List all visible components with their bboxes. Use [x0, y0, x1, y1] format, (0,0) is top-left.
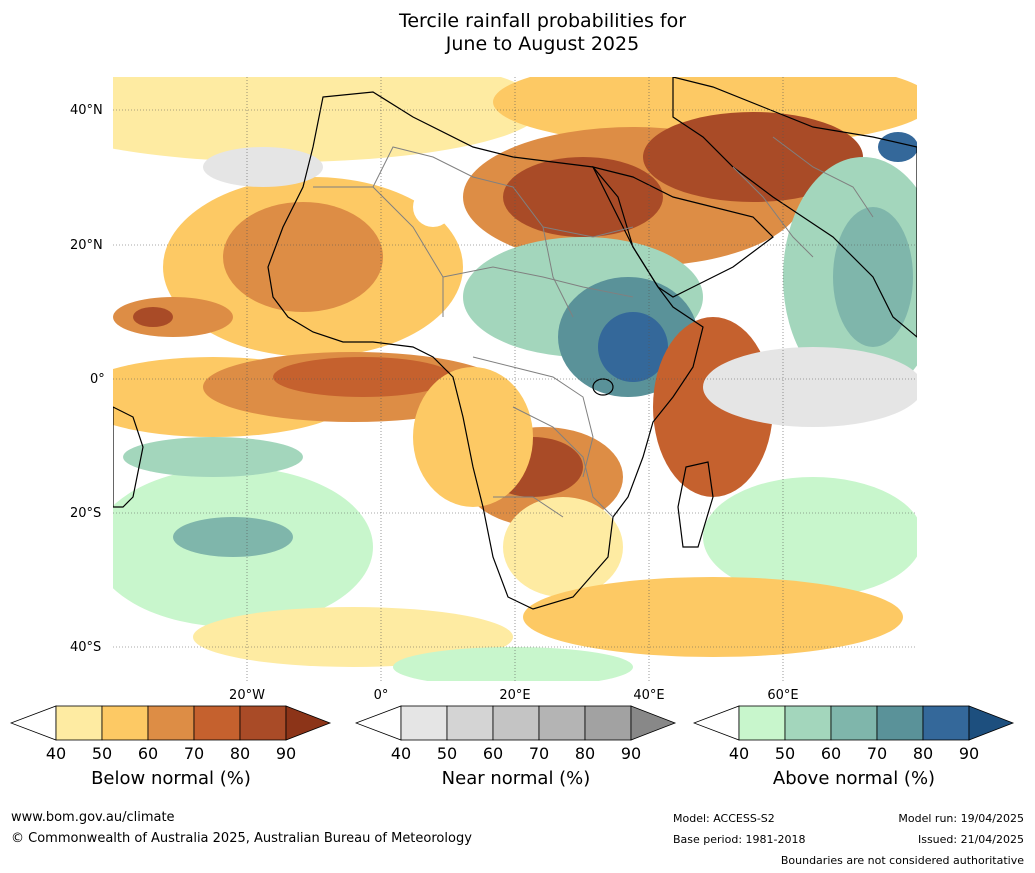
colorbar-below-normal-swatches: [10, 705, 332, 741]
above-normal-swatch-2: [784, 705, 832, 741]
below-normal-swatch-4: [193, 705, 241, 741]
below-normal-swatch-1: [55, 705, 103, 741]
above-normal-swatch-low: [693, 705, 740, 741]
below-normal-tick-label: 80: [229, 744, 251, 763]
colorbar-near-normal-label: Near normal (%): [441, 768, 591, 789]
below-normal-swatch-high: [285, 705, 332, 741]
above-normal-tick-label: 90: [958, 744, 980, 763]
below-normal-tick-label: 70: [183, 744, 205, 763]
rainfall-probability-map: [113, 77, 917, 681]
colorbar-below-normal: [10, 705, 332, 741]
near-normal-tick-label: 60: [482, 744, 504, 763]
shading-layer: [113, 77, 917, 681]
footer-url: www.bom.gov.au/climate: [11, 810, 175, 825]
footer-copyright: © Commonwealth of Australia 2025, Austra…: [11, 831, 472, 846]
country-borders: [313, 136, 874, 518]
below-normal-swatch-2: [101, 705, 149, 741]
above-normal-tick-label: 50: [774, 744, 796, 763]
near-normal-swatch-3: [492, 705, 540, 741]
near-normal-swatch-4: [538, 705, 586, 741]
near-normal-tick-label: 40: [390, 744, 412, 763]
above-normal-tick-label: 60: [820, 744, 842, 763]
graticule: [113, 77, 917, 681]
coastlines: [113, 77, 917, 610]
colorbar-above-normal-label: Above normal (%): [772, 768, 936, 789]
colorbar-below-normal-label: Below normal (%): [91, 768, 251, 789]
map-canvas: [113, 77, 917, 681]
above-normal-swatch-5: [922, 705, 970, 741]
below-normal-swatch-3: [147, 705, 195, 741]
lon-label-60e: 60°E: [767, 688, 799, 703]
lon-label-20e: 20°E: [499, 688, 531, 703]
lat-label-40s: 40°S: [70, 640, 102, 655]
footer-model: Model: ACCESS-S2: [673, 812, 775, 825]
below-normal-swatch-low: [10, 705, 57, 741]
above-normal-swatch-3: [830, 705, 878, 741]
footer-model-run: Model run: 19/04/2025: [898, 812, 1024, 825]
near-normal-tick-label: 90: [620, 744, 642, 763]
near-normal-swatch-high: [630, 705, 677, 741]
below-normal-tick-label: 60: [137, 744, 159, 763]
below-normal-tick-label: 40: [45, 744, 67, 763]
lat-label-equator: 0°: [90, 372, 105, 387]
near-normal-swatch-2: [446, 705, 494, 741]
footer-disclaimer: Boundaries are not considered authoritat…: [780, 854, 1024, 867]
lat-label-40n: 40°N: [70, 103, 103, 118]
lat-label-20s: 20°S: [70, 506, 102, 521]
below-normal-tick-label: 90: [275, 744, 297, 763]
title-line-1: Tercile rainfall probabilities for: [398, 10, 687, 32]
colorbar-above-normal: [693, 705, 1015, 741]
lat-label-20n: 20°N: [70, 238, 103, 253]
title-line-2: June to August 2025: [445, 33, 640, 55]
near-normal-tick-label: 80: [574, 744, 596, 763]
below-normal-tick-label: 50: [91, 744, 113, 763]
above-normal-swatch-1: [738, 705, 786, 741]
map-title: Tercile rainfall probabilities for June …: [0, 10, 1035, 56]
above-normal-tick-label: 80: [912, 744, 934, 763]
below-normal-swatch-5: [239, 705, 287, 741]
near-normal-tick-label: 70: [528, 744, 550, 763]
lon-label-40e: 40°E: [633, 688, 665, 703]
above-normal-swatch-high: [968, 705, 1015, 741]
lon-label-0: 0°: [373, 688, 389, 703]
near-normal-swatch-5: [584, 705, 632, 741]
near-normal-tick-label: 50: [436, 744, 458, 763]
lon-label-20w: 20°W: [229, 688, 265, 703]
colorbar-near-normal-swatches: [355, 705, 677, 741]
footer-issued: Issued: 21/04/2025: [917, 833, 1024, 846]
above-normal-tick-label: 40: [728, 744, 750, 763]
above-normal-swatch-4: [876, 705, 924, 741]
near-normal-swatch-1: [400, 705, 448, 741]
colorbar-above-normal-swatches: [693, 705, 1015, 741]
near-normal-swatch-low: [355, 705, 402, 741]
above-normal-tick-label: 70: [866, 744, 888, 763]
colorbar-near-normal: [355, 705, 677, 741]
footer-base-period: Base period: 1981-2018: [673, 833, 806, 846]
